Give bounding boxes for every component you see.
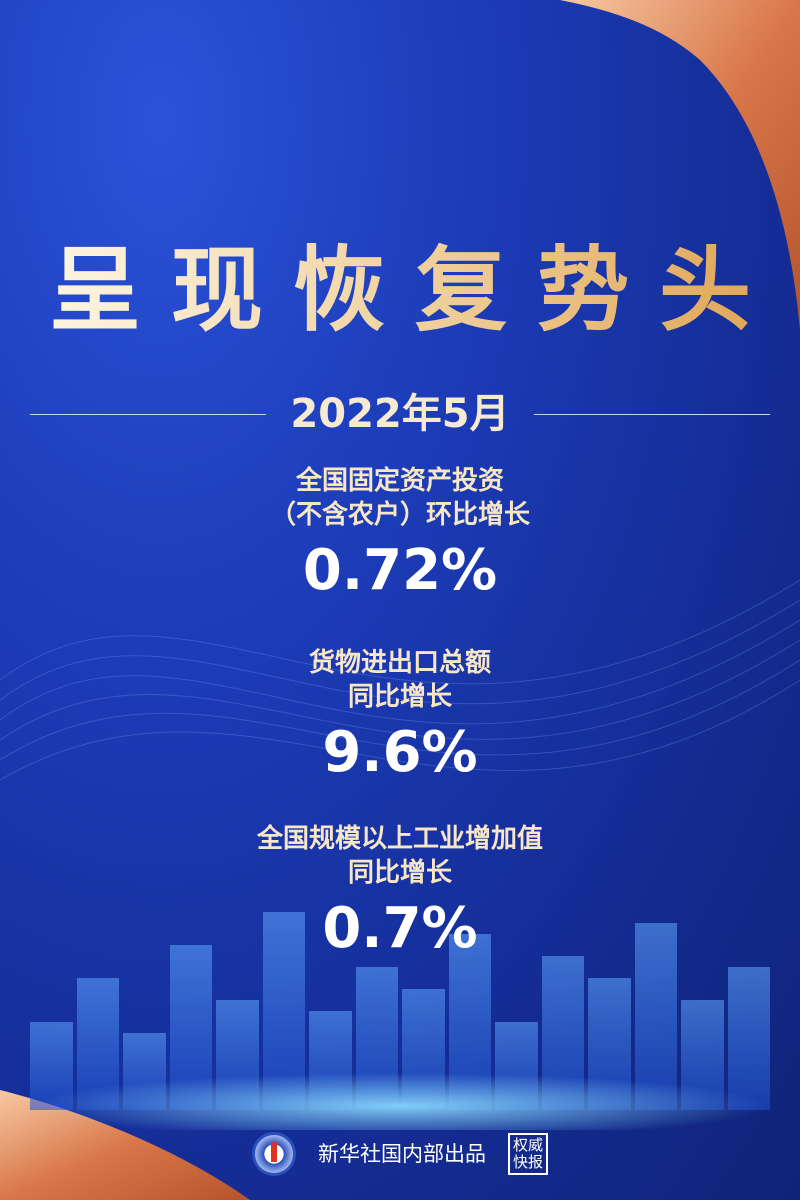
stat-industrial-value-added: 全国规模以上工业增加值 同比增长 0.7%: [0, 822, 800, 964]
divider-left: [30, 413, 267, 415]
stat-value: 0.72%: [302, 538, 498, 603]
decorative-wave-lines: [0, 579, 800, 781]
footer: 新华社国内部出品 权威快报: [0, 1132, 800, 1176]
stat-label: 全国固定资产投资: [295, 466, 504, 496]
horizon-glow: [0, 1070, 800, 1130]
xinhua-logo-icon: [252, 1132, 296, 1176]
stamp-badge: 权威快报: [508, 1133, 548, 1175]
stat-fixed-asset-investment: 全国固定资产投资 （不含农户）环比增长 0.72%: [0, 464, 800, 606]
stat-import-export: 货物进出口总额 同比增长 9.6%: [0, 646, 800, 788]
stat-value: 0.7%: [322, 896, 478, 961]
date-label: 2022年5月: [290, 391, 510, 437]
stat-value: 9.6%: [322, 720, 478, 785]
stat-label: （不含农户）环比增长: [269, 500, 530, 530]
poster-title: 呈现恢复势头: [0, 236, 800, 346]
publisher-text: 新华社国内部出品: [318, 1142, 486, 1166]
decorative-ribbon-top-right: [560, 0, 800, 330]
stat-label: 同比增长: [347, 858, 452, 888]
stat-label: 全国规模以上工业增加值: [256, 824, 543, 854]
stat-label: 货物进出口总额: [308, 648, 491, 678]
stat-label: 同比增长: [347, 682, 452, 712]
date-row: 2022年5月: [30, 388, 771, 440]
divider-right: [533, 413, 771, 415]
